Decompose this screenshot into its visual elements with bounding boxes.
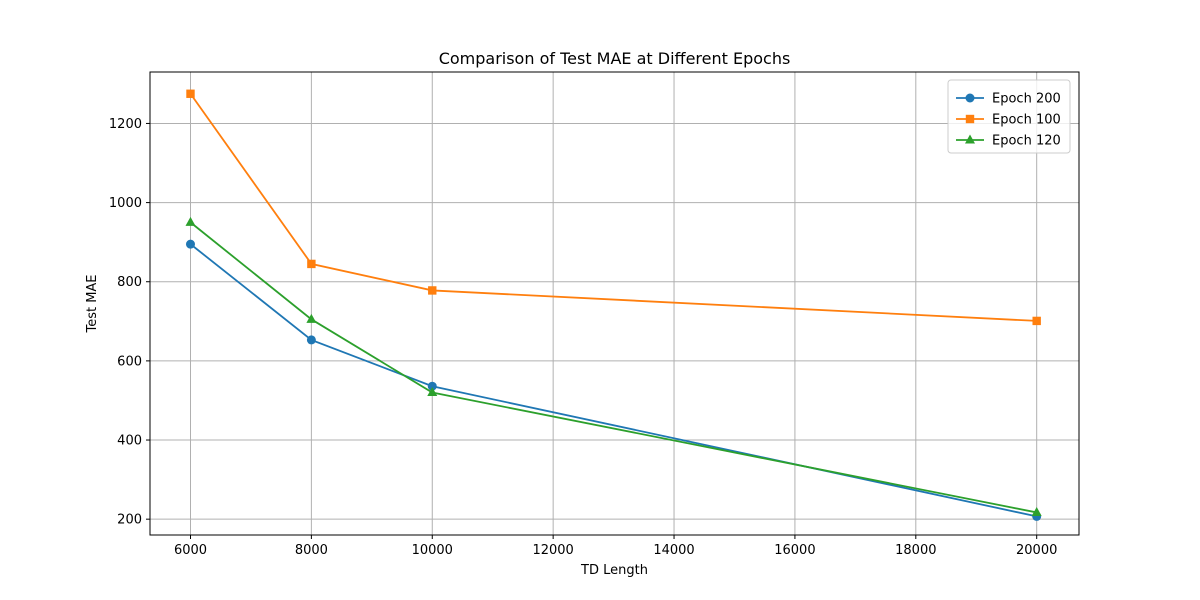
legend-item-epoch-100: Epoch 100 xyxy=(956,113,1061,128)
data-point-epoch-100 xyxy=(307,259,316,269)
legend-label: Epoch 100 xyxy=(992,113,1061,128)
series-layer xyxy=(185,89,1042,521)
x-tick-label: 10000 xyxy=(412,543,453,558)
legend-item-epoch-200: Epoch 200 xyxy=(956,92,1061,107)
x-axis-title: TD Length xyxy=(580,563,648,578)
x-axis: 6000 8000 10000 12000 14000 16000 18000 20000 xyxy=(174,535,1057,558)
y-tick-label: 200 xyxy=(117,513,142,528)
legend-label: Epoch 200 xyxy=(992,92,1061,107)
series-epoch-120 xyxy=(185,216,1042,516)
series-epoch-200 xyxy=(185,239,1042,521)
x-tick-label: 18000 xyxy=(895,543,936,558)
legend-marker-epoch-200 xyxy=(965,93,975,103)
data-point-epoch-100 xyxy=(186,89,195,98)
series-epoch-100 xyxy=(186,89,1041,326)
x-tick-label: 8000 xyxy=(295,543,328,558)
y-tick-label: 1200 xyxy=(109,117,142,132)
plot-area xyxy=(149,71,1080,536)
y-tick-label: 600 xyxy=(117,354,142,369)
data-point-epoch-200 xyxy=(427,381,437,391)
x-tick-label: 20000 xyxy=(1016,543,1057,558)
legend-item-epoch-120: Epoch 120 xyxy=(956,134,1061,149)
plot-frame xyxy=(149,71,1080,536)
data-point-epoch-120 xyxy=(1031,506,1042,516)
data-point-epoch-100 xyxy=(428,286,437,295)
legend: Epoch 200 Epoch 100 Epoch 120 xyxy=(947,79,1071,154)
y-axis-title: Test MAE xyxy=(85,274,100,333)
y-tick-label: 800 xyxy=(117,275,142,290)
series-line-epoch-200 xyxy=(189,243,1037,518)
data-point-epoch-200 xyxy=(185,239,195,249)
legend-marker-epoch-100 xyxy=(965,114,975,124)
y-tick-label: 1000 xyxy=(109,196,142,211)
y-axis: 200 400 600 800 1000 1200 xyxy=(109,117,150,528)
data-point-epoch-120 xyxy=(185,216,196,226)
chart-title: Comparison of Test MAE at Different Epoc… xyxy=(439,49,791,68)
legend-label: Epoch 120 xyxy=(992,134,1061,149)
x-tick-label: 12000 xyxy=(532,543,573,558)
legend-marker-epoch-120 xyxy=(965,134,975,144)
series-line-epoch-100 xyxy=(189,93,1037,322)
data-point-epoch-120 xyxy=(306,313,317,323)
x-tick-label: 16000 xyxy=(774,543,815,558)
series-line-epoch-120 xyxy=(189,221,1037,514)
data-point-epoch-100 xyxy=(1032,316,1041,326)
x-tick-label: 6000 xyxy=(174,543,207,558)
data-point-epoch-120 xyxy=(427,387,438,397)
x-tick-label: 14000 xyxy=(653,543,694,558)
data-point-epoch-200 xyxy=(306,335,316,345)
y-tick-label: 400 xyxy=(117,434,142,449)
